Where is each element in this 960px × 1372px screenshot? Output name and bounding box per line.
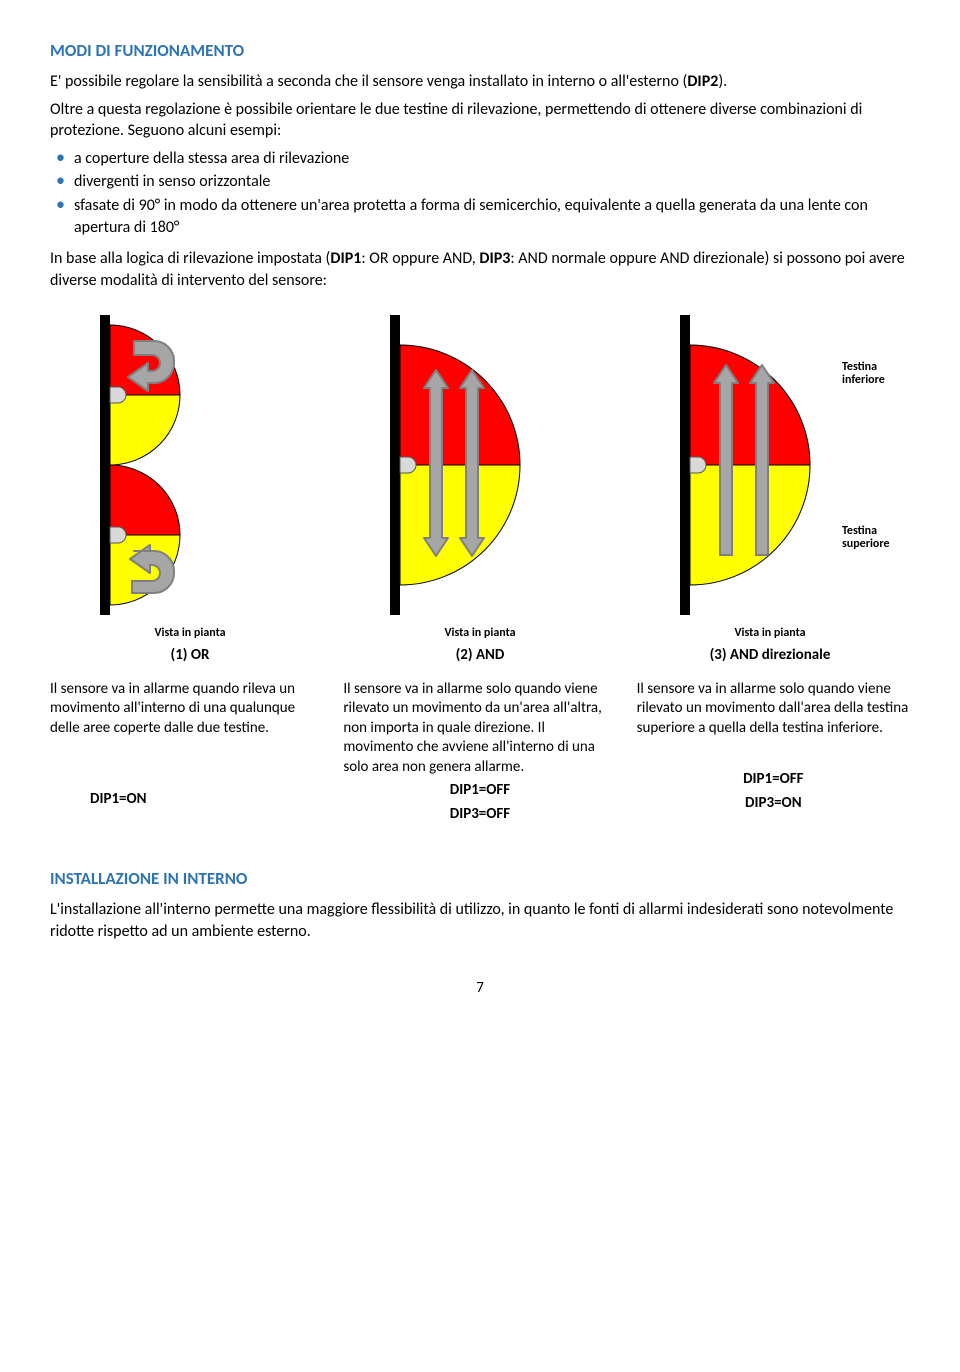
- dip-setting: DIP1=OFF: [637, 770, 910, 790]
- diagrams-row: Vista in pianta (1) OR: [50, 315, 910, 665]
- vista-label: Vista in pianta: [154, 625, 225, 641]
- descriptions-row: Il sensore va in allarme quando rileva u…: [50, 680, 910, 825]
- diagram-col-and-dir: Testina inferiore Testina superiore Vist…: [630, 315, 910, 665]
- vista-label: Vista in pianta: [444, 625, 515, 641]
- dip-setting: DIP1=OFF: [343, 781, 616, 801]
- paragraph-orient: Oltre a questa regolazione è possibile o…: [50, 99, 910, 142]
- dip2-ref: DIP2: [687, 72, 718, 91]
- label-testina-superiore: Testina superiore: [842, 525, 912, 551]
- dip-setting: DIP1=ON: [50, 790, 323, 810]
- mode-label-and: (2) AND: [456, 645, 505, 665]
- dip-setting: DIP3=OFF: [343, 805, 616, 825]
- diagram-col-or: Vista in pianta (1) OR: [50, 315, 330, 665]
- dip-setting: DIP3=ON: [637, 794, 910, 814]
- paragraph-install: L'installazione all'interno permette una…: [50, 899, 910, 942]
- desc-and: Il sensore va in allarme solo quando vie…: [343, 680, 616, 825]
- label-testina-inferiore: Testina inferiore: [842, 361, 912, 387]
- text: E' possibile regolare la sensibilità a s…: [50, 72, 687, 91]
- page-number: 7: [50, 978, 910, 998]
- dip3-ref: DIP3: [479, 249, 510, 268]
- desc-text: Il sensore va in allarme solo quando vie…: [637, 680, 910, 739]
- section-heading-modes: MODI DI FUNZIONAMENTO: [50, 40, 910, 63]
- diagram-svg-and: [380, 315, 580, 625]
- section-heading-install: INSTALLAZIONE IN INTERNO: [50, 868, 910, 891]
- mode-label-and-dir: (3) AND direzionale: [710, 645, 831, 665]
- bullet-item: sfasate di 90° in modo da ottenere un'ar…: [54, 195, 910, 238]
- text: : OR oppure AND,: [361, 249, 479, 268]
- paragraph-intro: E' possibile regolare la sensibilità a s…: [50, 71, 910, 93]
- paragraph-logic: In base alla logica di rilevazione impos…: [50, 248, 910, 291]
- diagram-col-and: Vista in pianta (2) AND: [340, 315, 620, 665]
- diagram-svg-and-dir: [670, 315, 870, 625]
- desc-and-dir: Il sensore va in allarme solo quando vie…: [637, 680, 910, 825]
- text: ).: [718, 72, 727, 91]
- bullet-item: divergenti in senso orizzontale: [54, 171, 910, 193]
- desc-or: Il sensore va in allarme quando rileva u…: [50, 680, 323, 825]
- mode-label-or: (1) OR: [171, 645, 210, 665]
- bullet-item: a coperture della stessa area di rilevaz…: [54, 148, 910, 170]
- bullet-list: a coperture della stessa area di rilevaz…: [50, 148, 910, 238]
- desc-text: Il sensore va in allarme quando rileva u…: [50, 680, 323, 739]
- dip1-ref: DIP1: [330, 249, 361, 268]
- desc-text: Il sensore va in allarme solo quando vie…: [343, 680, 616, 778]
- text: In base alla logica di rilevazione impos…: [50, 249, 330, 268]
- vista-label: Vista in pianta: [734, 625, 805, 641]
- diagram-svg-or: [90, 315, 290, 625]
